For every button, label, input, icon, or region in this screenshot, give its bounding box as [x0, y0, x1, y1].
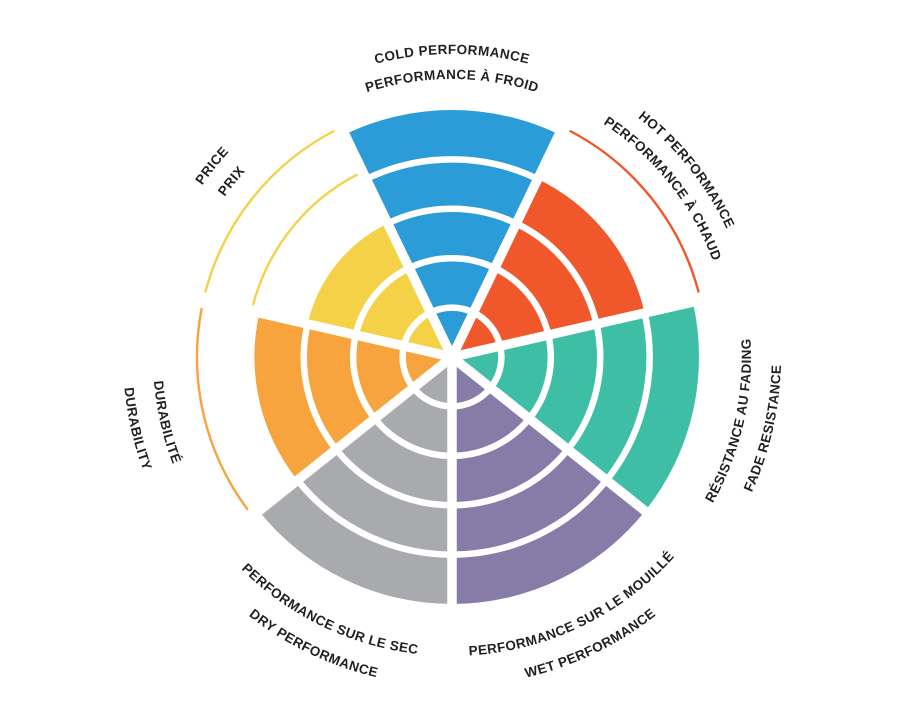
ring-line-fade-2	[525, 332, 555, 423]
spoke-line	[336, 123, 457, 360]
missing-level-arc-hot-5	[569, 130, 700, 293]
ring-line-dry-2	[371, 415, 454, 460]
ring-line-fade-3	[563, 320, 604, 454]
spoke-line	[449, 353, 656, 521]
label-text-price-fr: PRIX	[215, 163, 247, 199]
label-durability-fr: DURABILITÉ	[151, 380, 184, 466]
spoke-line	[447, 123, 568, 360]
ring-line-hot-3	[512, 219, 601, 328]
missing-level-arc-price-5	[204, 130, 335, 293]
spoke-line	[248, 353, 455, 521]
ring-line-fade-4	[601, 308, 653, 485]
spoke-line	[200, 295, 454, 362]
missing-level-arcs-layer	[195, 130, 700, 511]
label-price-fr: PRIX	[215, 163, 248, 199]
missing-level-arc-durability-5	[195, 307, 249, 511]
spoke-line	[450, 295, 704, 362]
ring-line-wet-3	[449, 445, 573, 509]
wedge-wet	[452, 357, 646, 604]
wedge-dry	[258, 357, 452, 604]
wedge-fade	[452, 302, 700, 511]
ring-line-durability-3	[300, 320, 341, 454]
missing-level-arc-price-4	[252, 173, 358, 306]
label-text-durability-fr: DURABILITÉ	[151, 380, 184, 466]
label-text-cold-fr: PERFORMANCE À FROID	[363, 67, 540, 95]
spoke-grid-layer	[200, 123, 704, 614]
wedge-cold	[344, 109, 560, 358]
label-text-cold-en: COLD PERFORMANCE	[373, 42, 531, 67]
ring-line-dry-3	[331, 445, 455, 509]
ring-line-dry-4	[292, 475, 456, 558]
ring-line-durability-2	[349, 332, 379, 423]
ring-line-price-2	[352, 264, 413, 338]
ring-line-cold-2	[406, 254, 498, 272]
ring-line-wet-2	[450, 415, 533, 460]
label-durability-en: DURABILITY	[121, 387, 154, 473]
ring-line-cold-4	[361, 156, 543, 184]
ring-line-hot-2	[491, 264, 552, 338]
label-cold-fr: PERFORMANCE À FROID	[363, 67, 540, 95]
label-cold-en: COLD PERFORMANCE	[373, 42, 531, 67]
wedges-layer	[254, 109, 700, 604]
ring-line-cold-3	[383, 205, 521, 228]
label-text-durability-en: DURABILITY	[121, 387, 154, 473]
ring-line-wet-4	[448, 475, 612, 558]
